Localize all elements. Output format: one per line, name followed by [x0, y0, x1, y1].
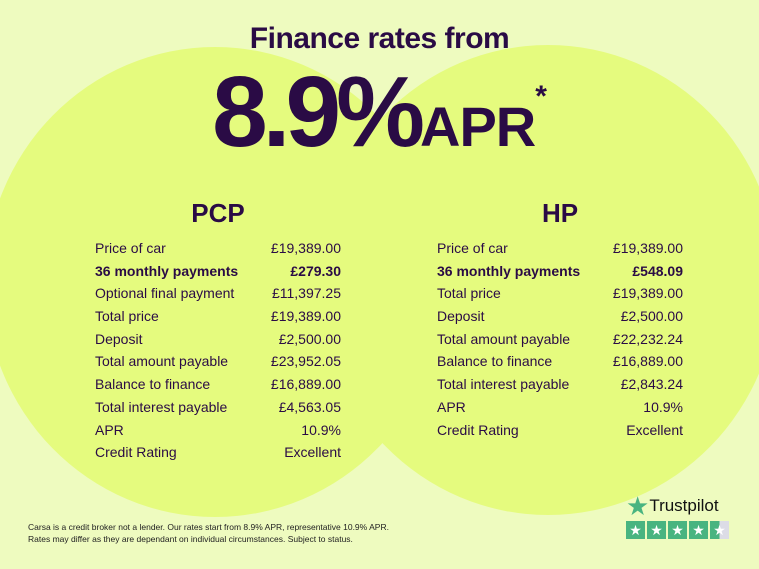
- row-label: APR: [437, 398, 466, 415]
- headline-rate: 8.9%APR*: [0, 62, 759, 162]
- rate-value: 8.9%: [212, 56, 425, 168]
- row-label: Balance to finance: [437, 353, 553, 370]
- row-value: £4,563.05: [278, 398, 341, 415]
- table-row: Total amount payable £22,232.24: [437, 328, 683, 351]
- row-value: £11,397.25: [271, 285, 341, 302]
- table-row: Price of car £19,389.00: [95, 237, 341, 260]
- table-row: Balance to finance £16,889.00: [437, 350, 683, 373]
- table-row: Total price £19,389.00: [437, 282, 683, 305]
- table-row: Total interest payable £4,563.05: [95, 396, 341, 419]
- table-row: Credit Rating Excellent: [95, 441, 341, 464]
- row-label: 36 monthly payments: [95, 262, 239, 279]
- table-row: Credit Rating Excellent: [437, 419, 683, 442]
- right-circle-decoration: [318, 45, 759, 515]
- table-row: Deposit £2,500.00: [437, 305, 683, 328]
- row-label: Price of car: [95, 240, 166, 256]
- row-label: Credit Rating: [95, 444, 177, 461]
- trustpilot-name: Trustpilot: [649, 496, 719, 515]
- row-value: £2,500.00: [620, 308, 683, 325]
- table-row: 36 monthly payments £548.09: [437, 260, 683, 283]
- table-row: 36 monthly payments £279.30: [95, 260, 341, 283]
- disclaimer-line-1: Carsa is a credit broker not a lender. O…: [28, 522, 389, 532]
- hp-title: HP: [541, 198, 579, 228]
- headline-subtitle: Finance rates from: [249, 22, 510, 55]
- row-label: Price of car: [437, 240, 508, 256]
- apr-label: APR: [420, 95, 536, 158]
- row-label: Total amount payable: [95, 353, 229, 370]
- table-row: APR 10.9%: [437, 396, 683, 419]
- row-value: Excellent: [284, 444, 341, 461]
- row-value: £2,843.24: [620, 376, 683, 393]
- pcp-table: Price of car £19,389.00 36 monthly payment…: [95, 237, 341, 464]
- row-value: £2,500.00: [278, 330, 341, 347]
- row-value: £19,389.00: [612, 240, 683, 256]
- row-value: £19,389.00: [270, 240, 341, 256]
- row-label: 36 monthly payments: [437, 262, 581, 279]
- row-label: Deposit: [95, 330, 143, 347]
- row-label: Deposit: [437, 308, 485, 325]
- row-value: 10.9%: [643, 398, 683, 415]
- rating-star-icon: ★: [689, 521, 708, 539]
- table-row: APR 10.9%: [95, 419, 341, 442]
- trustpilot-star-icon: ★: [626, 491, 650, 521]
- rating-star-icon: ★: [647, 521, 666, 539]
- asterisk: *: [535, 80, 547, 113]
- row-label: Total interest payable: [95, 398, 228, 415]
- trustpilot-logo: ★ Trustpilot: [626, 491, 729, 521]
- row-label: Optional final payment: [95, 285, 235, 302]
- row-value: £16,889.00: [612, 353, 683, 370]
- row-value: £279.30: [290, 262, 341, 279]
- disclaimer-line-2: Rates may differ as they are dependant o…: [28, 534, 353, 544]
- row-value: £22,232.24: [612, 330, 683, 347]
- table-row: Optional final payment £11,397.25: [95, 282, 341, 305]
- table-row: Total price £19,389.00: [95, 305, 341, 328]
- trustpilot-badge[interactable]: ★ Trustpilot ★ ★ ★ ★ ★: [626, 491, 729, 539]
- rating-star-icon: ★: [668, 521, 687, 539]
- row-label: Total amount payable: [437, 330, 571, 347]
- row-label: Total price: [437, 285, 501, 302]
- pcp-title: PCP: [191, 198, 245, 228]
- row-label: Total price: [95, 308, 159, 325]
- table-row: Deposit £2,500.00: [95, 328, 341, 351]
- row-value: £19,389.00: [612, 285, 683, 302]
- row-label: Credit Rating: [437, 421, 519, 438]
- rating-star-icon: ★: [710, 521, 729, 539]
- row-value: Excellent: [626, 421, 683, 438]
- table-row: Balance to finance £16,889.00: [95, 373, 341, 396]
- row-value: £19,389.00: [270, 308, 341, 325]
- row-label: Balance to finance: [95, 376, 211, 393]
- trustpilot-rating: ★ ★ ★ ★ ★: [626, 521, 729, 539]
- table-row: Total amount payable £23,952.05: [95, 350, 341, 373]
- table-row: Price of car £19,389.00: [437, 237, 683, 260]
- row-value: 10.9%: [301, 421, 341, 438]
- row-label: APR: [95, 421, 124, 438]
- row-value: £16,889.00: [270, 376, 341, 393]
- rating-star-icon: ★: [626, 521, 645, 539]
- disclaimer: Carsa is a credit broker not a lender. O…: [28, 521, 389, 545]
- hp-table: Price of car £19,389.00 36 monthly payment…: [437, 237, 683, 441]
- row-value: £548.09: [632, 262, 683, 279]
- row-value: £23,952.05: [270, 353, 341, 370]
- table-row: Total interest payable £2,843.24: [437, 373, 683, 396]
- row-label: Total interest payable: [437, 376, 570, 393]
